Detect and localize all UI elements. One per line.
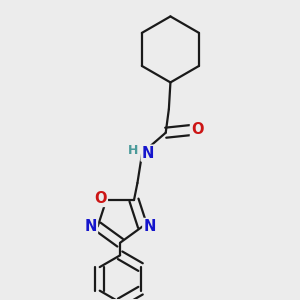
Text: N: N <box>142 146 154 160</box>
Text: N: N <box>143 219 156 234</box>
Text: O: O <box>191 122 203 137</box>
Text: H: H <box>128 144 139 157</box>
Text: O: O <box>94 191 107 206</box>
Text: N: N <box>85 219 97 234</box>
